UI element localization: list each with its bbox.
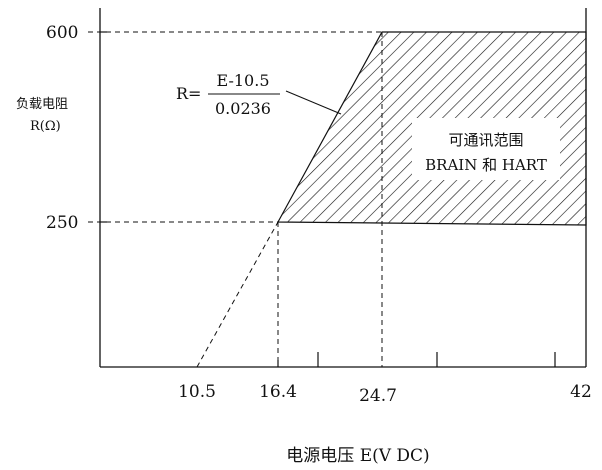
equation-denominator: 0.0236 xyxy=(215,99,271,118)
y-tick-label-250: 250 xyxy=(46,213,78,233)
x-tick-label-16-4: 16.4 xyxy=(259,382,297,402)
load-line-extension xyxy=(196,221,279,368)
region-label-line2: BRAIN 和 HART xyxy=(425,156,547,174)
equation-numerator: E-10.5 xyxy=(216,71,269,90)
equation-lhs: R= xyxy=(176,84,201,103)
y-axis-label-line1: 负载电阻 xyxy=(16,97,68,112)
x-tick-label-24-7: 24.7 xyxy=(359,386,397,406)
equation-leader-line xyxy=(285,90,342,115)
y-tick-label-600: 600 xyxy=(46,23,78,43)
region-label-line1: 可通讯范围 xyxy=(448,131,523,149)
y-axis-label-line2: R(Ω) xyxy=(30,119,61,134)
region-label-box xyxy=(412,118,560,180)
x-tick-label-10-5: 10.5 xyxy=(178,382,216,402)
x-axis-label: 电源电压 E(V DC) xyxy=(286,446,429,466)
x-tick-label-42: 42 xyxy=(570,382,592,402)
